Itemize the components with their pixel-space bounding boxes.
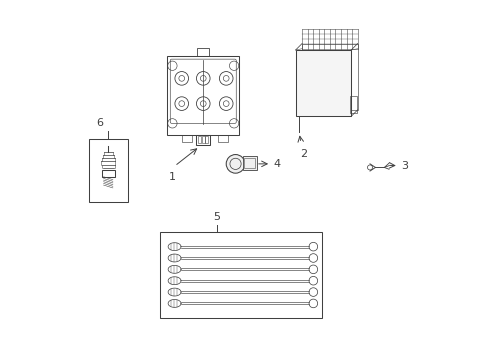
Bar [88,139,128,202]
Text: 4: 4 [273,159,280,169]
Bar [244,158,255,168]
Text: 5: 5 [213,212,220,222]
Bar [198,136,201,143]
Bar [197,48,209,56]
Bar [182,135,191,141]
Circle shape [226,154,244,173]
Text: 6: 6 [96,118,102,128]
Bar [295,50,350,116]
Bar [349,96,356,113]
Bar [217,135,227,141]
Bar [243,156,256,170]
Bar [160,232,321,318]
Bar [167,56,239,135]
Text: 3: 3 [400,161,407,171]
Bar [205,136,208,143]
Bar [302,44,357,110]
Text: 2: 2 [299,149,306,159]
Bar [196,135,210,145]
Text: 1: 1 [169,171,176,181]
Bar [102,170,115,177]
Bar [202,136,204,143]
